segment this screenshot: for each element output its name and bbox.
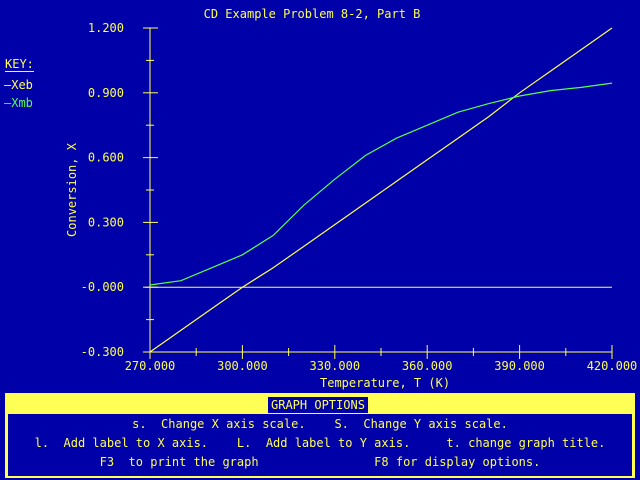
graph-options-title: GRAPH OPTIONS xyxy=(268,397,368,413)
x-tick-label: 390.000 xyxy=(494,359,545,373)
y-tick-label: 1.200 xyxy=(88,21,124,35)
y-tick-label: -0.000 xyxy=(81,280,124,294)
y-tick-label: -0.300 xyxy=(81,345,124,359)
legend-label: Xeb xyxy=(11,78,33,92)
x-tick-label: 360.000 xyxy=(402,359,453,373)
x-tick-label: 300.000 xyxy=(217,359,268,373)
x-axis-label: Temperature, T (K) xyxy=(320,376,451,390)
graph-options-list: s. Change X axis scale. S. Change Y axis… xyxy=(8,414,632,476)
option-row-print-display[interactable]: F3 to print the graph F8 for display opt… xyxy=(99,455,541,469)
option-row-scale[interactable]: s. Change X axis scale. S. Change Y axis… xyxy=(132,417,508,431)
legend-title: KEY: xyxy=(5,57,34,72)
y-tick-label: 0.900 xyxy=(88,86,124,100)
x-tick-label: 330.000 xyxy=(310,359,361,373)
y-tick-label: 0.600 xyxy=(88,151,124,165)
series-line-xeb xyxy=(149,27,613,353)
legend-item-xmb: —Xmb xyxy=(4,96,33,110)
graph-options-panel: GRAPH OPTIONS s. Change X axis scale. S.… xyxy=(5,393,635,478)
legend-item-xeb: —Xeb xyxy=(4,78,33,92)
chart-title: CD Example Problem 8-2, Part B xyxy=(203,7,421,21)
series-line-xmb xyxy=(149,82,613,286)
x-tick-label: 420.000 xyxy=(587,359,638,373)
x-tick-label: 270.000 xyxy=(125,359,176,373)
option-row-labels[interactable]: l. Add label to X axis. L. Add label to … xyxy=(34,436,606,450)
y-axis-label: Conversion, X xyxy=(65,143,79,237)
legend-label: Xmb xyxy=(11,96,33,110)
y-tick-label: 0.300 xyxy=(88,215,124,229)
